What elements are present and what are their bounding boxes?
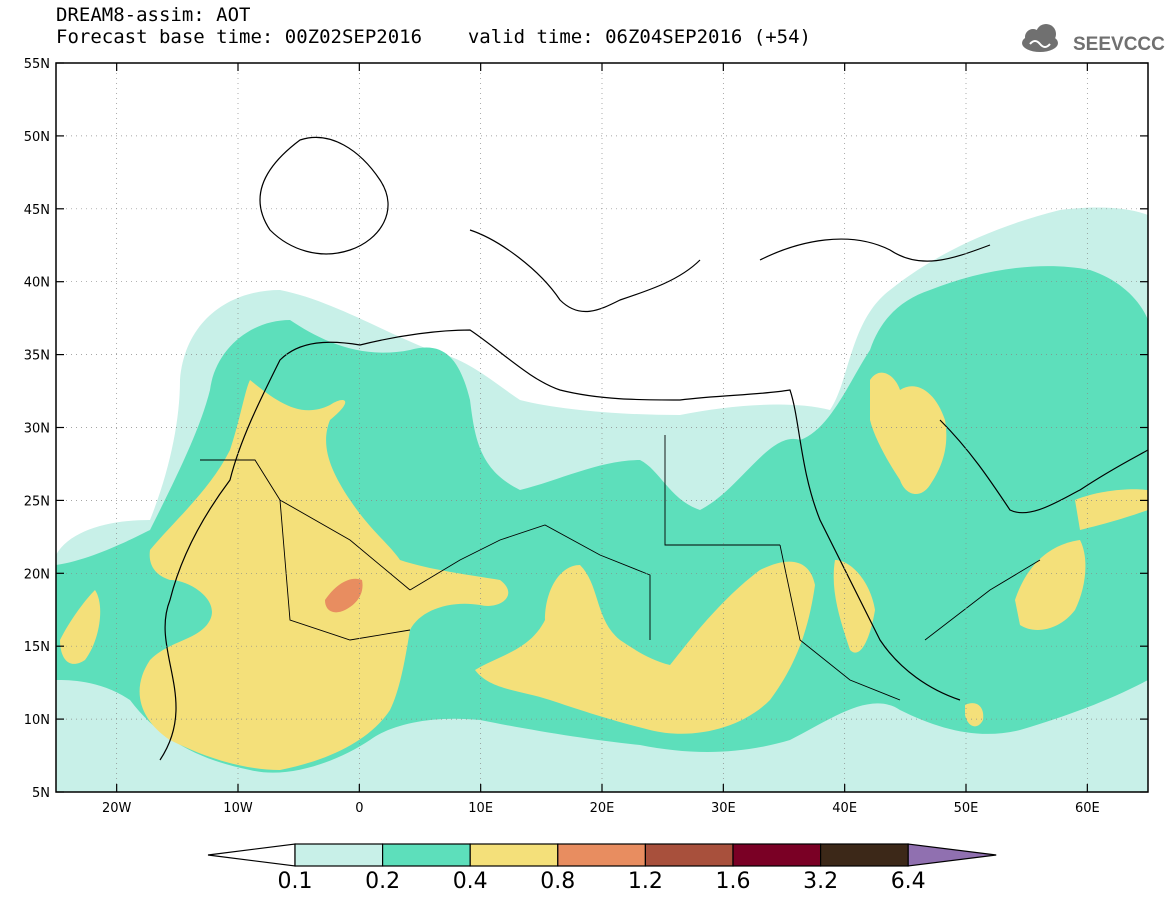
lat-tick-label: 35N	[24, 349, 50, 364]
legend-over-arrow	[907, 843, 997, 867]
colorbar-legend: 0.1 0.2 0.4 0.8 1.2 1.6 3.2 6.4	[207, 843, 997, 894]
legend-level-label: 0.8	[540, 869, 575, 894]
legend-swatch	[557, 843, 646, 867]
lon-tick-label: 10W	[223, 801, 253, 816]
seevccc-logo: SEEVCCC	[1022, 24, 1165, 55]
aot-contour-0-4-arabia	[870, 372, 947, 495]
legend-under-arrow	[207, 843, 296, 867]
aot-contour-0-4-west	[139, 380, 509, 770]
aot-contour-0-8	[325, 578, 363, 613]
base-time-label: Forecast base time: 00Z02SEP2016	[56, 26, 423, 48]
legend-level-label: 1.2	[628, 869, 663, 894]
lon-tick-label: 30E	[711, 801, 736, 816]
lon-tick-label: 60E	[1075, 801, 1100, 816]
legend-swatch	[819, 843, 909, 867]
lat-tick-label: 20N	[24, 567, 50, 582]
lat-tick-label: 5N	[32, 786, 50, 801]
legend-swatch	[469, 843, 559, 867]
aot-contour-0-4-chad	[475, 561, 815, 734]
cloud-logo-icon	[1022, 24, 1058, 52]
legend-level-label: 3.2	[803, 869, 838, 894]
lat-tick-label: 10N	[24, 713, 50, 728]
aot-contour-0-4-red-sea	[833, 560, 875, 653]
lat-tick-label: 45N	[24, 203, 50, 218]
lat-tick-label: 15N	[24, 640, 50, 655]
aot-contour-0-4-somalia	[965, 703, 984, 727]
lon-tick-label: 0	[355, 801, 363, 816]
map-title: DREAM8-assim: AOT	[56, 4, 251, 26]
map-time-info: Forecast base time: 00Z02SEP2016 valid t…	[56, 26, 811, 48]
legend-level-label: 1.6	[716, 869, 751, 894]
aot-contour-0-4-east	[1075, 489, 1148, 530]
lat-tick-label: 40N	[24, 276, 50, 291]
aot-contour-0-4-oman	[1015, 540, 1086, 630]
lon-tick-label: 20W	[102, 801, 132, 816]
lat-tick-label: 30N	[24, 422, 50, 437]
axis-ticks: 5N 10N 15N 20N 25N 30N 35N 40N 45N 50N 55N 20W 10W 0 1…	[24, 57, 1148, 816]
legend-swatch	[732, 843, 822, 867]
legend-swatch	[644, 843, 734, 867]
lat-tick-label: 55N	[24, 57, 50, 72]
logo-text: SEEVCCC	[1073, 34, 1165, 55]
legend-level-label: 6.4	[891, 869, 926, 894]
legend-level-label: 0.4	[453, 869, 488, 894]
lon-tick-label: 50E	[954, 801, 979, 816]
coastlines	[159, 136, 1148, 761]
legend-swatch	[294, 843, 384, 867]
lon-tick-label: 20E	[590, 801, 615, 816]
lon-tick-label: 40E	[832, 801, 857, 816]
aot-field	[56, 207, 1148, 792]
country-borders	[200, 435, 1041, 701]
legend-level-label: 0.1	[278, 869, 313, 894]
aot-contour-0-4-guinea	[60, 590, 101, 664]
legend-swatch	[382, 843, 471, 867]
valid-time-label: valid time: 06Z04SEP2016 (+54)	[467, 26, 811, 48]
legend-level-label: 0.2	[365, 869, 400, 894]
lon-tick-label: 10E	[468, 801, 493, 816]
lat-tick-label: 25N	[24, 494, 50, 509]
lat-tick-label: 50N	[24, 130, 50, 145]
